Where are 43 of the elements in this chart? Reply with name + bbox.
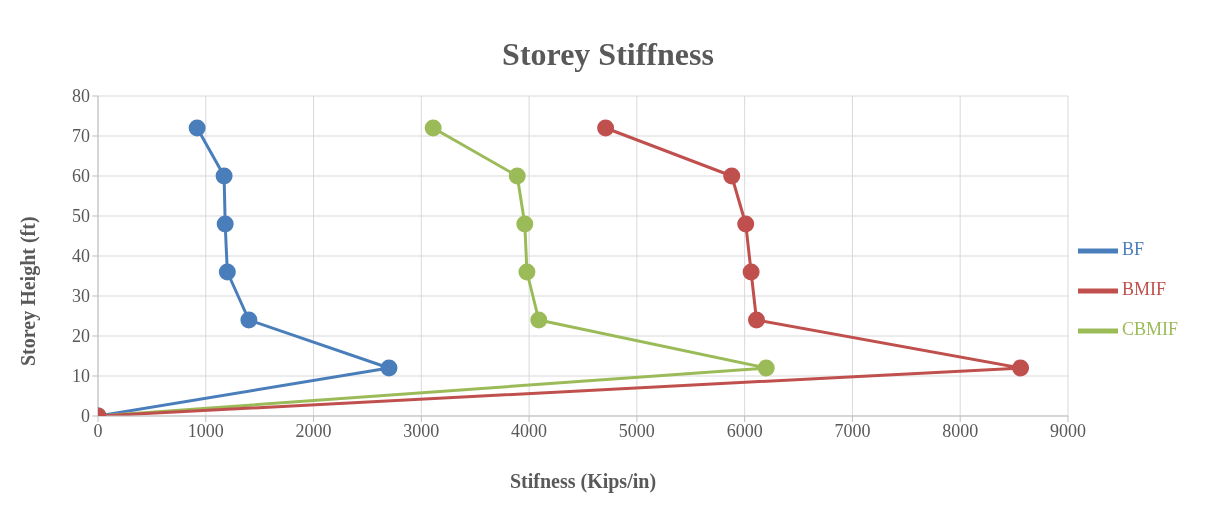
y-tick-label: 10 [72, 366, 90, 387]
x-tick-label: 9000 [1049, 420, 1086, 441]
x-tick-label: 7000 [834, 420, 871, 441]
y-tick-label: 70 [72, 126, 90, 147]
point [508, 167, 526, 185]
point [518, 263, 536, 281]
legend-label: CBMIF [1121, 319, 1178, 340]
point [215, 167, 233, 185]
point [516, 215, 534, 233]
x-tick-label: 0 [93, 420, 103, 441]
point [240, 311, 258, 329]
point [742, 263, 760, 281]
x-tick-label: 4000 [511, 420, 548, 441]
point [737, 215, 755, 233]
y-axis-title: Storey Height (ft) [17, 216, 41, 366]
point [530, 311, 548, 329]
legend-label: BF [1121, 239, 1144, 260]
y-tick-label: 30 [72, 286, 90, 307]
point [597, 119, 615, 137]
x-tick-label: 1000 [187, 420, 224, 441]
y-tick-label: 80 [72, 86, 90, 107]
x-tick-label: 5000 [618, 420, 655, 441]
point [757, 359, 775, 377]
point [424, 119, 442, 137]
x-tick-label: 3000 [403, 420, 440, 441]
y-tick-label: 60 [72, 166, 90, 187]
x-tick-label: 6000 [726, 420, 763, 441]
x-tick-label: 2000 [295, 420, 332, 441]
legend-label: BMIF [1121, 279, 1166, 300]
point [218, 263, 236, 281]
chart-title: Storey Stiffness [501, 35, 715, 74]
y-tick-label: 40 [72, 246, 90, 267]
x-tick-label: 8000 [942, 420, 979, 441]
x-axis-title: Stifness (Kips/in) [509, 470, 657, 493]
y-tick-label: 50 [72, 206, 90, 227]
y-tick-label: 0 [81, 406, 90, 427]
point [748, 311, 765, 329]
point [1012, 359, 1030, 377]
point [216, 215, 234, 233]
y-tick-label: 20 [72, 326, 90, 347]
point [188, 119, 206, 137]
point [380, 359, 398, 377]
point [723, 167, 741, 185]
